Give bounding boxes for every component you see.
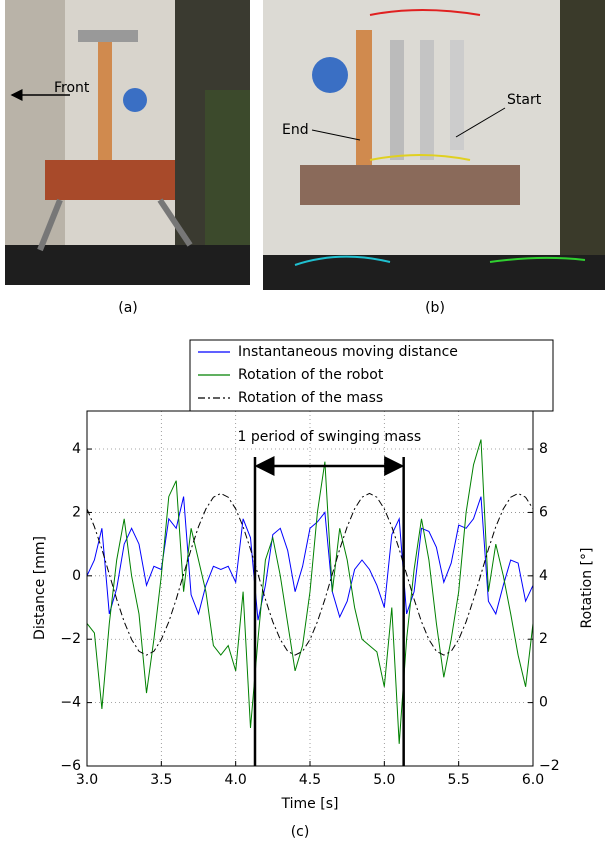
y2-tick-label: 0 bbox=[539, 695, 548, 711]
legend-label: Instantaneous moving distance bbox=[238, 344, 458, 360]
x-axis-label: Time [s] bbox=[281, 796, 339, 812]
y2-tick-label: −2 bbox=[539, 758, 560, 774]
y-tick-label: −2 bbox=[60, 631, 81, 647]
y-axis-label: Distance [mm] bbox=[32, 536, 48, 640]
x-tick-label: 3.5 bbox=[150, 772, 172, 788]
annotation-text: Front bbox=[54, 80, 90, 96]
x-tick-label: 5.5 bbox=[448, 772, 470, 788]
y-tick-label: −6 bbox=[60, 758, 81, 774]
x-tick-label: 3.0 bbox=[76, 772, 98, 788]
photo-b: End Start bbox=[263, 0, 605, 290]
photo-a: Front bbox=[5, 0, 250, 285]
y2-tick-label: 4 bbox=[539, 568, 548, 584]
x-tick-label: 6.0 bbox=[522, 772, 544, 788]
annotation-text: 1 period of swinging mass bbox=[237, 429, 421, 445]
y2-tick-label: 2 bbox=[539, 631, 548, 647]
annotation-text: End bbox=[282, 122, 309, 138]
y2-axis-label: Rotation [°] bbox=[579, 548, 595, 629]
y2-tick-label: 8 bbox=[539, 441, 548, 457]
y2-tick-label: 6 bbox=[539, 504, 548, 520]
y-tick-label: 4 bbox=[72, 441, 81, 457]
x-tick-label: 4.5 bbox=[299, 772, 321, 788]
series-line bbox=[86, 492, 534, 656]
legend-label: Rotation of the mass bbox=[238, 390, 383, 406]
x-tick-label: 5.0 bbox=[373, 772, 395, 788]
x-tick-label: 4.0 bbox=[225, 772, 247, 788]
y-tick-label: −4 bbox=[60, 695, 81, 711]
legend-label: Rotation of the robot bbox=[238, 367, 384, 383]
y-tick-label: 2 bbox=[72, 504, 81, 520]
legend-box bbox=[189, 339, 554, 412]
series-line bbox=[86, 439, 534, 744]
panel-label: (b) bbox=[425, 300, 445, 316]
series-line bbox=[86, 496, 534, 621]
y-tick-label: 0 bbox=[72, 568, 81, 584]
panel-label: (c) bbox=[291, 824, 310, 840]
panel-label: (a) bbox=[118, 300, 138, 316]
annotation-text: Start bbox=[507, 92, 542, 108]
